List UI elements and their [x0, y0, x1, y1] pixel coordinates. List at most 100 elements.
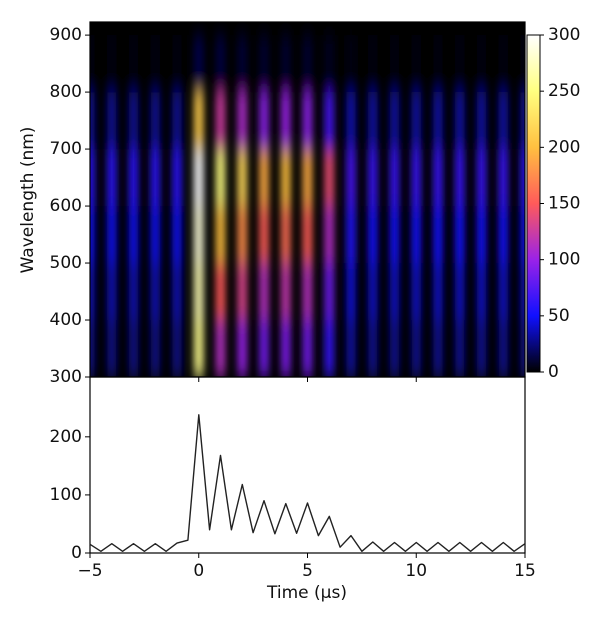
heatmap-cell [389, 92, 400, 150]
heatmap-cell [520, 35, 525, 93]
heatmap-cell [389, 35, 400, 93]
heatmap-cell [281, 149, 291, 207]
heatmap-cell [259, 320, 269, 377]
heatmap-cell [172, 263, 182, 321]
heatmap-cell [194, 320, 204, 377]
colorbar-tick-label: 300 [548, 25, 580, 45]
heatmap-cell [281, 263, 291, 321]
heatmap-cell [411, 35, 421, 93]
heatmap-cell [476, 35, 487, 93]
heatmap-cell [476, 263, 487, 321]
heatmap-cell [389, 263, 400, 321]
heatmap-cell [324, 35, 334, 93]
heatmap-cell [346, 206, 356, 264]
heatmap-cell [107, 149, 117, 207]
heatmap-cell [194, 92, 204, 150]
heatmap-cell [128, 320, 139, 377]
heatmap-cell [259, 206, 269, 264]
heatmap-cell [455, 149, 465, 207]
heatmap-cell [433, 263, 443, 321]
heatmap-cell [237, 263, 247, 321]
heatmap-cell [194, 206, 204, 264]
heatmap-cell [346, 149, 356, 207]
heatmap-cell [368, 206, 378, 264]
colorbar-tick-label: 0 [548, 362, 559, 382]
heatmap-cells [90, 35, 525, 377]
heatmap-cell [281, 35, 291, 93]
heatmap-cell [368, 320, 378, 377]
heatmap-cell [498, 206, 508, 264]
colorbar-tick-label: 50 [548, 306, 570, 326]
heatmap-cell [259, 149, 269, 207]
heatmap-cell [498, 263, 508, 321]
heatmap-cell [389, 320, 400, 377]
heatmap-cell [259, 35, 269, 93]
heatmap-cell [90, 149, 95, 207]
heatmap-cell [150, 263, 160, 321]
heatmap-cell [346, 35, 356, 93]
heatmap-cell [302, 206, 313, 264]
heatmap-cell [107, 263, 117, 321]
heatmap-cell [281, 92, 291, 150]
heatmap-cell [172, 320, 182, 377]
y-tick-label: 200 [50, 427, 82, 447]
heatmap-cell [520, 92, 525, 150]
heatmap-cell [476, 92, 487, 150]
heatmap-cell [90, 92, 95, 150]
y-tick-label: 0 [71, 543, 82, 563]
heatmap-cell [215, 206, 226, 264]
heatmap-cell [411, 263, 421, 321]
heatmap-cell [389, 206, 400, 264]
plot-frame [89, 376, 526, 554]
heatmap-cell [346, 92, 356, 150]
heatmap-cell [172, 92, 182, 150]
heatmap-cell [346, 263, 356, 321]
y-tick-label: 500 [50, 253, 82, 273]
heatmap-cell [150, 320, 160, 377]
x-tick-label: 10 [405, 561, 427, 581]
heatmap-cell [107, 35, 117, 93]
heatmap-cell [150, 149, 160, 207]
heatmap-cell [411, 92, 421, 150]
heatmap-cell [107, 92, 117, 150]
heatmap-cell [90, 35, 95, 93]
y-tick-label: 300 [50, 367, 82, 387]
heatmap-cell [215, 320, 226, 377]
y-tick-label: 900 [50, 25, 82, 45]
heatmap-cell [215, 92, 226, 150]
heatmap-cell [520, 320, 525, 377]
heatmap-cell [389, 149, 400, 207]
heatmap-cell [324, 149, 334, 207]
heatmap-cell [172, 35, 182, 93]
heatmap-cell [281, 320, 291, 377]
heatmap-cell [302, 149, 313, 207]
heatmap-cell [455, 35, 465, 93]
x-tick-label: 5 [302, 561, 313, 581]
heatmap-cell [476, 149, 487, 207]
heatmap-cell [520, 263, 525, 321]
heatmap-cell [324, 320, 334, 377]
heatmap-cell [433, 149, 443, 207]
heatmap-cell [215, 35, 226, 93]
x-tick-label: 0 [193, 561, 204, 581]
heatmap-cell [433, 35, 443, 93]
heatmap-cell [90, 263, 95, 321]
heatmap-cell [433, 206, 443, 264]
heatmap-cell [498, 320, 508, 377]
heatmap-cell [194, 263, 204, 321]
heatmap-cell [411, 320, 421, 377]
heatmap-cell [259, 263, 269, 321]
heatmap-cell [237, 92, 247, 150]
heatmap-cell [128, 149, 139, 207]
heatmap-cell [172, 149, 182, 207]
x-axis-label: Time (μs) [266, 583, 347, 603]
y-tick-label: 400 [50, 310, 82, 330]
heatmap-cell [368, 149, 378, 207]
heatmap-blur [90, 35, 525, 377]
colorbar-tick-label: 150 [548, 194, 580, 214]
heatmap-cell [215, 263, 226, 321]
heatmap-cell [520, 206, 525, 264]
heatmap-cell [368, 263, 378, 321]
heatmap-cell [498, 149, 508, 207]
y-axis-label: Wavelength (nm) [18, 127, 38, 274]
